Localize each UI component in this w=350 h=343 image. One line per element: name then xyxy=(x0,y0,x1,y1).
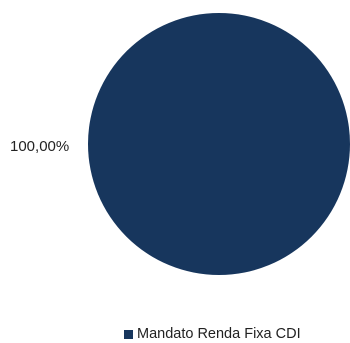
slice-label-mandato-renda-fixa-cdi: 100,00% xyxy=(10,138,69,155)
legend-label-mandato-renda-fixa-cdi: Mandato Renda Fixa CDI xyxy=(137,326,301,342)
legend-swatch-mandato-renda-fixa-cdi xyxy=(124,329,133,339)
pie-slice-mandato-renda-fixa-cdi xyxy=(88,13,350,275)
chart-legend: Mandato Renda Fixa CDI xyxy=(124,326,301,342)
pie-slices xyxy=(88,13,350,275)
